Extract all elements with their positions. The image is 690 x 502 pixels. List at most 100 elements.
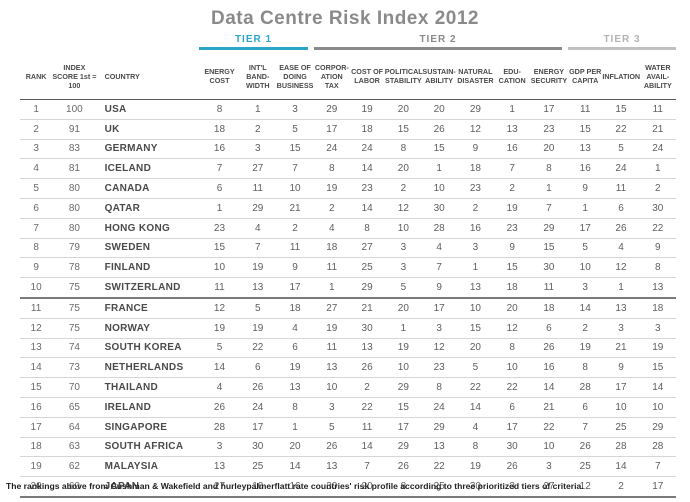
education-cell: 17 [494, 417, 530, 438]
ease-of-business-cell: 16 [275, 476, 315, 498]
education-cell: 20 [494, 297, 530, 319]
energy-cost-cell: 8 [199, 99, 240, 120]
country-cell: SOUTH KOREA [96, 338, 200, 359]
gdp-per-capita-cell: 15 [568, 119, 603, 140]
water-availability-cell: 8 [639, 257, 676, 279]
country-cell: ICELAND [96, 158, 200, 180]
col-header-energy-security: ENERGY SECURITY [529, 53, 569, 100]
energy-security-cell: 6 [529, 318, 569, 339]
political-stability-cell: 15 [384, 397, 422, 418]
tier-2-underline [314, 47, 562, 50]
cost-of-labor-cell: 8 [349, 218, 385, 239]
country-cell: SWITZERLAND [96, 277, 200, 299]
index-score-cell: 79 [52, 238, 97, 259]
bandwidth-cell: 6 [239, 357, 276, 379]
natural-disaster-cell: 19 [456, 456, 495, 478]
inflation-cell: 17 [602, 377, 640, 398]
political-stability-cell: 20 [384, 99, 422, 120]
rank-cell: 10 [20, 277, 53, 299]
inflation-cell: 10 [602, 397, 640, 418]
tier-1-underline [199, 47, 308, 50]
sustainability-cell: 3 [422, 318, 457, 339]
bandwidth-cell: 30 [239, 437, 276, 458]
water-availability-cell: 11 [639, 99, 676, 120]
natural-disaster-cell: 22 [456, 377, 495, 398]
rank-cell: 2 [20, 119, 53, 140]
index-score-cell: 75 [52, 318, 97, 339]
country-cell: USA [96, 99, 200, 120]
inflation-cell: 2 [602, 476, 640, 498]
col-header-gdp-per-capita: GDP PER CAPITA [568, 53, 603, 100]
cost-of-labor-cell: 24 [349, 139, 385, 160]
energy-cost-cell: 3 [199, 437, 240, 458]
bandwidth-cell: 1 [239, 99, 276, 120]
ease-of-business-cell: 9 [275, 257, 315, 279]
sustainability-cell: 17 [422, 297, 457, 319]
energy-security-cell: 17 [529, 99, 569, 120]
sustainability-cell: 28 [422, 218, 457, 239]
cost-of-labor-cell: 18 [349, 119, 385, 140]
education-cell: 6 [494, 397, 530, 418]
inflation-cell: 1 [602, 277, 640, 299]
corporation-tax-cell: 19 [314, 318, 350, 339]
education-cell: 7 [494, 158, 530, 180]
rank-cell: 12 [20, 318, 53, 339]
ease-of-business-cell: 13 [275, 377, 315, 398]
energy-security-cell: 21 [529, 397, 569, 418]
sustainability-cell: 15 [422, 139, 457, 160]
water-availability-cell: 2 [639, 178, 676, 199]
energy-cost-cell: 15 [199, 238, 240, 259]
sustainability-cell: 24 [422, 397, 457, 418]
index-score-cell: 78 [52, 257, 97, 279]
cost-of-labor-cell: 23 [349, 178, 385, 199]
political-stability-cell: 8 [384, 139, 422, 160]
energy-cost-cell: 4 [199, 377, 240, 398]
bandwidth-cell: 10 [239, 476, 276, 498]
gdp-per-capita-cell: 3 [568, 277, 603, 299]
natural-disaster-cell: 20 [456, 338, 495, 359]
energy-security-cell: 30 [529, 257, 569, 279]
index-score-cell: 74 [52, 338, 97, 359]
table-row: 9 78 FINLAND 10 19 9 11 25 3 7 1 15 30 10 12 8 [20, 257, 676, 279]
corporation-tax-cell: 4 [314, 218, 350, 239]
sustainability-cell: 12 [422, 338, 457, 359]
gdp-per-capita-cell: 9 [568, 178, 603, 199]
table-row: 4 81 ICELAND 7 27 7 8 14 20 1 18 7 8 16 24 1 [20, 158, 676, 180]
tier-3-underline [568, 47, 676, 50]
inflation-cell: 6 [602, 198, 640, 219]
gdp-per-capita-cell: 14 [568, 297, 603, 319]
natural-disaster-cell: 12 [456, 119, 495, 140]
rank-cell: 8 [20, 238, 53, 259]
rank-cell: 17 [20, 417, 53, 438]
energy-security-cell: 1 [529, 178, 569, 199]
natural-disaster-cell: 15 [456, 318, 495, 339]
col-header-corporation-tax: CORPOR-ATION TAX [314, 53, 350, 100]
sustainability-cell: 30 [422, 198, 457, 219]
rank-cell: 19 [20, 456, 53, 478]
cost-of-labor-cell: 29 [349, 277, 385, 299]
inflation-cell: 11 [602, 178, 640, 199]
table-row: 13 74 SOUTH KOREA 5 22 6 11 13 19 12 20 8 26 19 21 19 [20, 338, 676, 359]
country-cell: GERMANY [96, 139, 200, 160]
education-cell: 8 [494, 338, 530, 359]
ease-of-business-cell: 20 [275, 437, 315, 458]
energy-security-cell: 3 [529, 456, 569, 478]
table-row: 7 80 HONG KONG 23 4 2 4 8 10 28 16 23 29 17 26 22 [20, 218, 676, 239]
political-stability-cell: 12 [384, 198, 422, 219]
political-stability-cell: 3 [384, 238, 422, 259]
bandwidth-cell: 19 [239, 257, 276, 279]
corporation-tax-cell: 2 [314, 198, 350, 219]
ease-of-business-cell: 10 [275, 178, 315, 199]
country-cell: SINGAPORE [96, 417, 200, 438]
table-row: 5 80 CANADA 6 11 10 19 23 2 10 23 2 1 9 11 2 [20, 178, 676, 199]
energy-security-cell: 29 [529, 218, 569, 239]
education-cell: 3 [494, 476, 530, 498]
energy-security-cell: 16 [529, 357, 569, 379]
inflation-cell: 21 [602, 338, 640, 359]
inflation-cell: 13 [602, 297, 640, 319]
energy-cost-cell: 19 [199, 318, 240, 339]
water-availability-cell: 17 [639, 476, 676, 498]
gdp-per-capita-cell: 8 [568, 357, 603, 379]
cost-of-labor-cell: 22 [349, 397, 385, 418]
tier-2-label: TIER 2 [419, 34, 457, 45]
